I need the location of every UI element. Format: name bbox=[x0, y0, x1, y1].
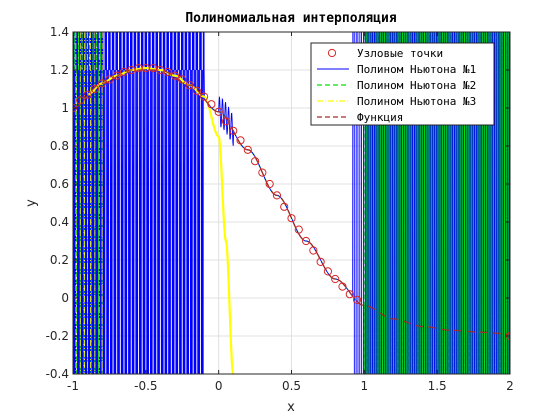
node-point-marker bbox=[345, 290, 354, 299]
node-point-marker bbox=[265, 179, 274, 189]
node-point-marker bbox=[170, 71, 180, 80]
y-axis: -0.4 -0.2 0 0.2 0.4 0.6 0.8 1 1.2 1.4 bbox=[46, 25, 510, 381]
y-tick-label: 0.4 bbox=[50, 215, 69, 229]
chart-title: Полиномиальная интерполяция bbox=[185, 11, 396, 26]
y-tick-label: 0 bbox=[61, 291, 69, 305]
y-axis-label: y bbox=[24, 199, 39, 207]
node-point-marker bbox=[200, 92, 209, 101]
legend-box bbox=[310, 42, 495, 126]
node-point-marker bbox=[280, 202, 289, 211]
x-tick-label: 1.5 bbox=[428, 379, 447, 393]
node-point-marker bbox=[119, 67, 129, 77]
node-point-marker bbox=[229, 126, 238, 135]
node-point-marker bbox=[316, 257, 325, 266]
y-tick-label: 1.4 bbox=[50, 25, 69, 39]
node-point-marker bbox=[338, 282, 347, 291]
node-point-marker bbox=[214, 107, 223, 116]
node-point-marker bbox=[127, 65, 136, 75]
legend-label: Полином Ньютона №2 bbox=[357, 79, 476, 92]
legend-swatch-points bbox=[327, 48, 337, 58]
x-tick-label: 1 bbox=[361, 379, 369, 393]
node-point-marker bbox=[258, 168, 267, 177]
y-tick-label: -0.2 bbox=[46, 329, 69, 343]
node-point-marker bbox=[156, 65, 165, 75]
node-point-marker bbox=[294, 225, 303, 234]
node-point-marker bbox=[287, 214, 296, 223]
y-tick-label: 1.2 bbox=[50, 63, 69, 77]
node-point-marker bbox=[243, 145, 252, 154]
node-point-marker bbox=[163, 67, 172, 77]
node-point-marker bbox=[192, 86, 201, 96]
x-axis-label: x bbox=[287, 400, 295, 415]
y-tick-label: 0.6 bbox=[50, 177, 69, 191]
x-axis: -1 -0.5 0 0.5 1 1.5 2 bbox=[67, 32, 514, 393]
x-tick-label: 2 bbox=[506, 379, 514, 393]
node-point-marker bbox=[250, 157, 260, 166]
node-point-marker bbox=[83, 90, 92, 99]
node-point-marker bbox=[323, 267, 333, 276]
node-point-marker bbox=[90, 84, 99, 94]
legend: Узловые точки Полином Ньютона №1 Полином Н… bbox=[310, 42, 495, 126]
series-newton-1-line bbox=[73, 32, 510, 374]
node-point-marker bbox=[178, 75, 187, 84]
plot-area bbox=[73, 32, 510, 374]
node-point-marker bbox=[236, 136, 245, 145]
node-point-marker bbox=[221, 117, 231, 126]
legend-label: Функция bbox=[357, 111, 403, 124]
node-point-marker bbox=[309, 246, 318, 255]
x-tick-label: 0 bbox=[215, 379, 223, 393]
node-point-marker bbox=[105, 75, 114, 84]
y-tick-label: -0.4 bbox=[46, 367, 69, 381]
node-point-marker bbox=[207, 100, 216, 109]
y-tick-label: 0.8 bbox=[50, 139, 69, 153]
x-tick-label: 0.5 bbox=[282, 379, 301, 393]
legend-label: Узловые точки bbox=[357, 47, 443, 60]
legend-label: Полином Ньютона №1 bbox=[357, 63, 476, 76]
node-point-marker bbox=[112, 71, 121, 80]
node-point-marker bbox=[331, 274, 340, 284]
node-point-marker bbox=[98, 79, 107, 88]
legend-label: Полином Ньютона №3 bbox=[357, 95, 476, 108]
node-point-marker bbox=[301, 236, 311, 246]
node-point-marker bbox=[149, 64, 158, 73]
node-point-marker bbox=[185, 81, 194, 90]
node-point-marker bbox=[352, 295, 362, 304]
x-tick-label: -0.5 bbox=[134, 379, 157, 393]
node-point-marker bbox=[272, 191, 282, 200]
node-point-marker bbox=[76, 96, 85, 105]
y-tick-label: 1 bbox=[61, 101, 69, 115]
x-tick-label: -1 bbox=[67, 379, 79, 393]
y-tick-label: 0.2 bbox=[50, 253, 69, 267]
